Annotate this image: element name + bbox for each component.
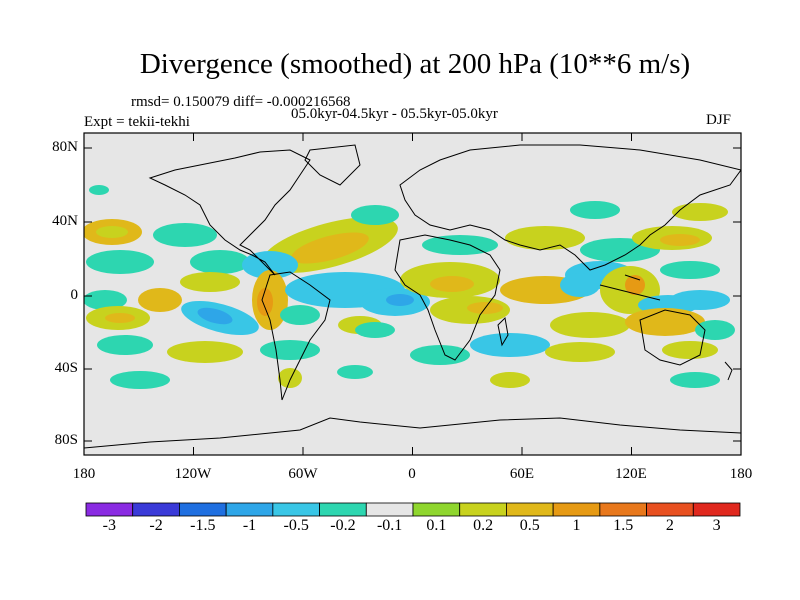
colorbar-label: 3 (712, 517, 721, 534)
lon-label-60e: 60E (509, 466, 535, 482)
experiment-label: Expt = tekii-tekhi (84, 114, 190, 130)
lat-label-40n: 40N (52, 213, 78, 229)
lat-label-0: 0 (70, 287, 79, 303)
colorbar-swatch (692, 502, 741, 517)
lon-label-180w: 180 (72, 466, 96, 482)
colorbar-label: -0.2 (330, 517, 356, 534)
colorbar-label: 0.2 (473, 517, 494, 534)
colorbar-label: -2 (149, 517, 163, 534)
colorbar-swatch (599, 502, 647, 517)
colorbar-label: -0.1 (376, 517, 403, 534)
colorbar-swatch (179, 502, 227, 517)
colorbar-swatch (552, 502, 601, 517)
divergence-field (84, 185, 735, 389)
colorbar-label: -0.5 (283, 517, 309, 534)
colorbar-label: 2 (665, 517, 674, 534)
colorbar (85, 502, 741, 517)
colorbar-swatch (365, 502, 414, 517)
colorbar-label: 0.5 (519, 517, 540, 534)
lon-label-180e: 180 (729, 466, 753, 482)
colorbar-swatch (85, 502, 134, 517)
colorbar-swatch (132, 502, 180, 517)
colorbar-label: 1 (572, 517, 581, 534)
coastlines (84, 144, 741, 449)
stats-line: rmsd= 0.150079 diff= -0.000216568 (131, 94, 351, 110)
colorbar-swatch (459, 502, 507, 517)
colorbar-label: -1 (242, 517, 257, 534)
colorbar-swatch (272, 502, 320, 517)
lon-label-60w: 60W (288, 466, 318, 482)
colorbar-label: -3 (102, 517, 116, 534)
lon-tick-marks (83, 133, 742, 455)
lat-label-80s: 80S (54, 432, 78, 448)
colorbar-swatch (506, 502, 554, 517)
colorbar-swatch (225, 502, 274, 517)
season-label: DJF (706, 112, 732, 128)
lon-label-120e: 120E (615, 466, 647, 482)
lat-tick-marks (84, 147, 741, 442)
colorbar-label: -1.5 (190, 517, 216, 534)
colorbar-swatch (319, 502, 367, 517)
map-title: Divergence (smoothed) at 200 hPa (10**6 … (139, 48, 691, 80)
period-line: 05.0kyr-04.5kyr - 05.5kyr-05.0kyr (291, 106, 498, 122)
colorbar-label: 0.1 (426, 517, 447, 534)
lon-label-0: 0 (408, 466, 416, 482)
lat-label-80n: 80N (52, 139, 78, 155)
colorbar-swatch (412, 502, 461, 517)
colorbar-label: 1.5 (613, 517, 634, 534)
lat-label-40s: 40S (54, 360, 78, 376)
lon-label-120w: 120W (174, 466, 212, 482)
colorbar-swatch (646, 502, 694, 517)
